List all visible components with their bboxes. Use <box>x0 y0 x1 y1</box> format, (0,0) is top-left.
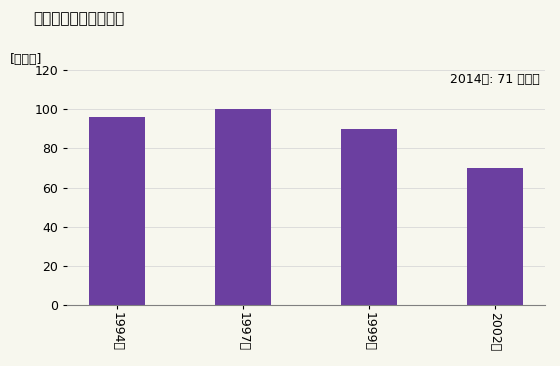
Bar <box>466 168 523 305</box>
Bar <box>214 109 272 305</box>
Bar <box>89 117 146 305</box>
Text: 2014年: 71 事業所: 2014年: 71 事業所 <box>450 72 540 86</box>
Bar <box>340 129 398 305</box>
Text: 商業の事業所数の推移: 商業の事業所数の推移 <box>34 11 125 26</box>
Text: [事業所]: [事業所] <box>10 53 42 66</box>
